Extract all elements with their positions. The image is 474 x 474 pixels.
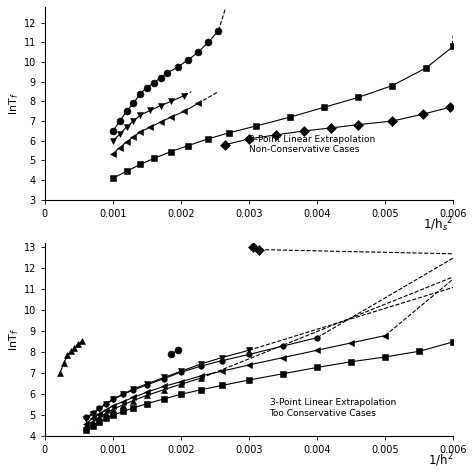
Y-axis label: lnT$_f$: lnT$_f$ <box>7 92 21 115</box>
Text: 1/h$_s$$^2$: 1/h$_s$$^2$ <box>423 215 453 234</box>
Y-axis label: lnT$_f$: lnT$_f$ <box>7 328 21 351</box>
Text: 3-Point Linear Extrapolation
Non-Conservative Cases: 3-Point Linear Extrapolation Non-Conserv… <box>249 135 375 154</box>
Text: 3-Point Linear Extrapolation
Too Conservative Cases: 3-Point Linear Extrapolation Too Conserv… <box>270 399 396 418</box>
Text: 1/h$^2$: 1/h$^2$ <box>428 452 453 469</box>
